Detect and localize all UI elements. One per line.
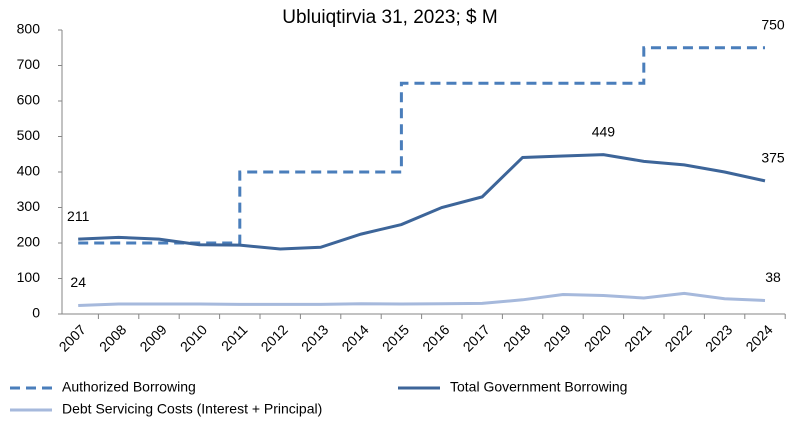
data-label: 375 <box>761 150 785 166</box>
data-label: 750 <box>761 16 785 32</box>
x-tick-label: 2021 <box>621 321 654 354</box>
y-tick-label: 400 <box>17 163 41 179</box>
x-tick-label: 2023 <box>702 321 735 354</box>
x-tick-label: 2018 <box>500 321 533 354</box>
series-line <box>78 291 766 307</box>
x-tick-label: 2017 <box>460 321 493 354</box>
y-tick-label: 300 <box>17 198 41 214</box>
x-tick-label: 2013 <box>298 321 331 354</box>
x-tick-label: 2007 <box>56 321 89 354</box>
x-tick-label: 2019 <box>540 321 573 354</box>
y-tick-label: 0 <box>32 305 40 321</box>
y-tick-label: 800 <box>17 21 41 37</box>
x-tick-label: 2010 <box>177 321 210 354</box>
data-label: 449 <box>592 123 616 139</box>
y-tick-label: 200 <box>17 234 41 250</box>
legend-label: Debt Servicing Costs (Interest + Princip… <box>62 401 322 417</box>
x-tick-label: 2011 <box>218 321 251 354</box>
series-line <box>78 153 766 251</box>
legend-label: Authorized Borrowing <box>62 379 196 395</box>
x-tick-label: 2014 <box>338 321 371 354</box>
x-tick-label: 2024 <box>742 321 775 354</box>
y-tick-label: 100 <box>17 269 41 285</box>
x-tick-label: 2015 <box>379 321 412 354</box>
data-label: 24 <box>70 274 86 290</box>
x-tick-label: 2012 <box>258 321 291 354</box>
x-tick-label: 2020 <box>581 321 614 354</box>
x-tick-label: 2016 <box>419 321 452 354</box>
data-label: 211 <box>67 208 90 224</box>
legend-label: Total Government Borrowing <box>450 379 627 395</box>
x-tick-label: 2008 <box>96 321 129 354</box>
y-tick-label: 500 <box>17 127 41 143</box>
chart-title: Ubluiqtirvia 31, 2023; $ M <box>282 7 497 28</box>
series-line <box>78 46 765 245</box>
x-tick-label: 2022 <box>662 321 695 354</box>
data-label: 38 <box>765 269 781 285</box>
y-tick-label: 600 <box>17 92 41 108</box>
x-tick-label: 2009 <box>136 321 169 354</box>
y-tick-label: 700 <box>17 56 41 72</box>
